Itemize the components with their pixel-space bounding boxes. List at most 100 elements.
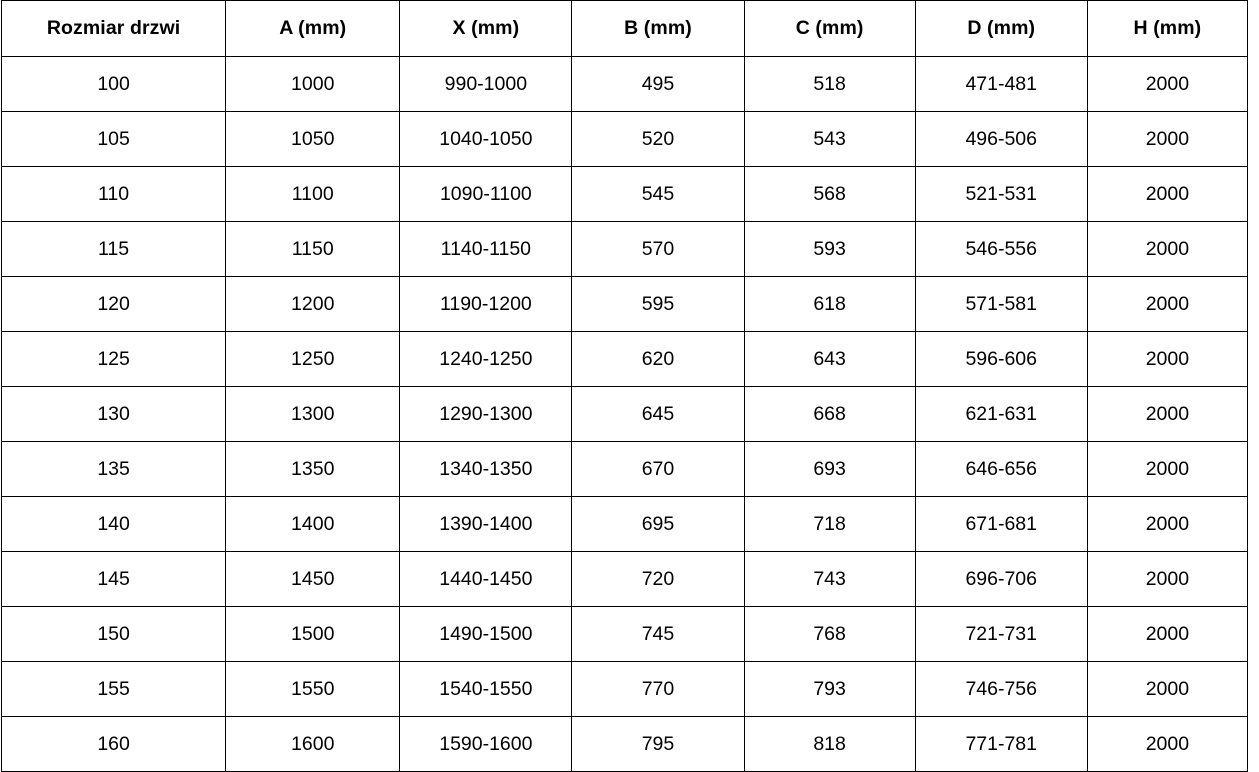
table-row: 155 1550 1540-1550 770 793 746-756 2000 bbox=[0, 661, 1249, 717]
cell-a: 1300 bbox=[225, 386, 401, 442]
cell-h: 2000 bbox=[1086, 221, 1249, 277]
table-row: 105 1050 1040-1050 520 543 496-506 2000 bbox=[0, 111, 1249, 167]
cell-b: 795 bbox=[571, 716, 745, 772]
cell-b: 570 bbox=[571, 221, 745, 277]
cell-c: 568 bbox=[743, 166, 916, 222]
cell-x: 1590-1600 bbox=[399, 716, 573, 772]
cell-a: 1200 bbox=[225, 276, 401, 332]
cell-h: 2000 bbox=[1086, 56, 1249, 112]
cell-size: 120 bbox=[0, 276, 227, 332]
cell-c: 668 bbox=[743, 386, 916, 442]
cell-a: 1350 bbox=[225, 441, 401, 497]
cell-d: 671-681 bbox=[914, 496, 1088, 552]
cell-x: 1540-1550 bbox=[399, 661, 573, 717]
cell-d: 496-506 bbox=[914, 111, 1088, 167]
cell-x: 1190-1200 bbox=[399, 276, 573, 332]
cell-x: 1440-1450 bbox=[399, 551, 573, 607]
cell-size: 140 bbox=[0, 496, 227, 552]
cell-h: 2000 bbox=[1086, 331, 1249, 387]
column-header-d: D (mm) bbox=[914, 0, 1088, 57]
cell-size: 115 bbox=[0, 221, 227, 277]
cell-a: 1450 bbox=[225, 551, 401, 607]
cell-b: 720 bbox=[571, 551, 745, 607]
cell-x: 1240-1250 bbox=[399, 331, 573, 387]
cell-c: 818 bbox=[743, 716, 916, 772]
cell-d: 646-656 bbox=[914, 441, 1088, 497]
column-header-b: B (mm) bbox=[571, 0, 745, 57]
cell-c: 593 bbox=[743, 221, 916, 277]
cell-h: 2000 bbox=[1086, 606, 1249, 662]
cell-a: 1250 bbox=[225, 331, 401, 387]
cell-d: 471-481 bbox=[914, 56, 1088, 112]
table-row: 115 1150 1140-1150 570 593 546-556 2000 bbox=[0, 221, 1249, 277]
table-row: 135 1350 1340-1350 670 693 646-656 2000 bbox=[0, 441, 1249, 497]
table-row: 100 1000 990-1000 495 518 471-481 2000 bbox=[0, 56, 1249, 112]
column-header-a: A (mm) bbox=[225, 0, 401, 57]
cell-a: 1500 bbox=[225, 606, 401, 662]
cell-x: 1340-1350 bbox=[399, 441, 573, 497]
cell-x: 1140-1150 bbox=[399, 221, 573, 277]
cell-h: 2000 bbox=[1086, 716, 1249, 772]
cell-x: 1390-1400 bbox=[399, 496, 573, 552]
cell-size: 160 bbox=[0, 716, 227, 772]
cell-x: 990-1000 bbox=[399, 56, 573, 112]
cell-h: 2000 bbox=[1086, 551, 1249, 607]
cell-h: 2000 bbox=[1086, 166, 1249, 222]
cell-c: 718 bbox=[743, 496, 916, 552]
cell-b: 520 bbox=[571, 111, 745, 167]
cell-x: 1040-1050 bbox=[399, 111, 573, 167]
cell-h: 2000 bbox=[1086, 441, 1249, 497]
cell-a: 1400 bbox=[225, 496, 401, 552]
cell-c: 693 bbox=[743, 441, 916, 497]
table-row: 125 1250 1240-1250 620 643 596-606 2000 bbox=[0, 331, 1249, 387]
cell-d: 571-581 bbox=[914, 276, 1088, 332]
cell-a: 1150 bbox=[225, 221, 401, 277]
cell-a: 1550 bbox=[225, 661, 401, 717]
table-header-row: Rozmiar drzwi A (mm) X (mm) B (mm) C (mm) D (… bbox=[0, 0, 1249, 57]
table-body: 100 1000 990-1000 495 518 471-481 2000 105 1050 1… bbox=[0, 56, 1249, 772]
column-header-c: C (mm) bbox=[743, 0, 916, 57]
table-row: 110 1100 1090-1100 545 568 521-531 2000 bbox=[0, 166, 1249, 222]
cell-d: 521-531 bbox=[914, 166, 1088, 222]
cell-a: 1000 bbox=[225, 56, 401, 112]
cell-h: 2000 bbox=[1086, 496, 1249, 552]
cell-size: 145 bbox=[0, 551, 227, 607]
cell-b: 620 bbox=[571, 331, 745, 387]
cell-c: 768 bbox=[743, 606, 916, 662]
column-header-x: X (mm) bbox=[399, 0, 573, 57]
cell-a: 1050 bbox=[225, 111, 401, 167]
cell-c: 518 bbox=[743, 56, 916, 112]
cell-c: 543 bbox=[743, 111, 916, 167]
table-row: 130 1300 1290-1300 645 668 621-631 2000 bbox=[0, 386, 1249, 442]
cell-size: 105 bbox=[0, 111, 227, 167]
cell-c: 643 bbox=[743, 331, 916, 387]
cell-d: 746-756 bbox=[914, 661, 1088, 717]
table-row: 145 1450 1440-1450 720 743 696-706 2000 bbox=[0, 551, 1249, 607]
cell-c: 793 bbox=[743, 661, 916, 717]
cell-size: 110 bbox=[0, 166, 227, 222]
cell-x: 1290-1300 bbox=[399, 386, 573, 442]
table-row: 160 1600 1590-1600 795 818 771-781 2000 bbox=[0, 716, 1249, 772]
column-header-h: H (mm) bbox=[1086, 0, 1249, 57]
column-header-size: Rozmiar drzwi bbox=[0, 0, 227, 57]
cell-b: 670 bbox=[571, 441, 745, 497]
cell-size: 135 bbox=[0, 441, 227, 497]
cell-c: 618 bbox=[743, 276, 916, 332]
cell-h: 2000 bbox=[1086, 661, 1249, 717]
cell-x: 1090-1100 bbox=[399, 166, 573, 222]
cell-size: 130 bbox=[0, 386, 227, 442]
cell-size: 150 bbox=[0, 606, 227, 662]
cell-d: 721-731 bbox=[914, 606, 1088, 662]
cell-x: 1490-1500 bbox=[399, 606, 573, 662]
cell-b: 770 bbox=[571, 661, 745, 717]
table-row: 150 1500 1490-1500 745 768 721-731 2000 bbox=[0, 606, 1249, 662]
cell-size: 155 bbox=[0, 661, 227, 717]
cell-size: 125 bbox=[0, 331, 227, 387]
cell-d: 546-556 bbox=[914, 221, 1088, 277]
cell-c: 743 bbox=[743, 551, 916, 607]
cell-b: 595 bbox=[571, 276, 745, 332]
cell-b: 695 bbox=[571, 496, 745, 552]
cell-b: 495 bbox=[571, 56, 745, 112]
cell-b: 745 bbox=[571, 606, 745, 662]
